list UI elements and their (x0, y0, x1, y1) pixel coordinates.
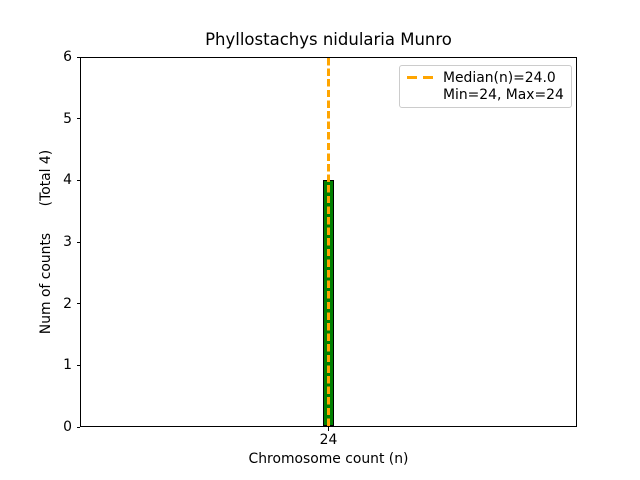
median-dashed-line (327, 58, 330, 426)
y-tick-mark-6 (76, 56, 80, 58)
legend-median-label: Median(n)=24.0 (443, 69, 556, 86)
legend: Median(n)=24.0 Min=24, Max=24 (399, 65, 572, 108)
y-tick-mark-4 (76, 180, 80, 181)
y-tick-mark-5 (76, 118, 80, 119)
y-tick-mark-1 (76, 365, 80, 366)
y-tick-label-3: 3 (63, 234, 72, 250)
y-tick-mark-0 (76, 426, 80, 428)
legend-row-median: Median(n)=24.0 (407, 69, 564, 87)
y-tick-label-0: 0 (63, 419, 72, 435)
y-tick-label-5: 5 (63, 111, 72, 127)
plot-area: Median(n)=24.0 Min=24, Max=24 (80, 57, 577, 427)
y-tick-label-4: 4 (63, 172, 72, 188)
y-axis-label: Num of counts (Total 4) (38, 149, 54, 335)
y-tick-label-2: 2 (63, 296, 72, 312)
legend-row-minmax: Min=24, Max=24 (407, 87, 564, 105)
y-tick-mark-3 (76, 241, 80, 243)
x-tick-label-24: 24 (319, 432, 338, 448)
x-axis-label: Chromosome count (n) (248, 451, 409, 467)
y-tick-label-6: 6 (63, 49, 72, 65)
legend-blank-swatch (407, 94, 434, 97)
legend-minmax-label: Min=24, Max=24 (443, 87, 564, 104)
y-tick-mark-2 (76, 303, 80, 304)
x-tick-mark-24 (328, 427, 329, 431)
median-line-swatch-icon (407, 76, 434, 80)
chart-title: Phyllostachys nidularia Munro (205, 30, 452, 49)
y-tick-label-1: 1 (63, 357, 72, 373)
